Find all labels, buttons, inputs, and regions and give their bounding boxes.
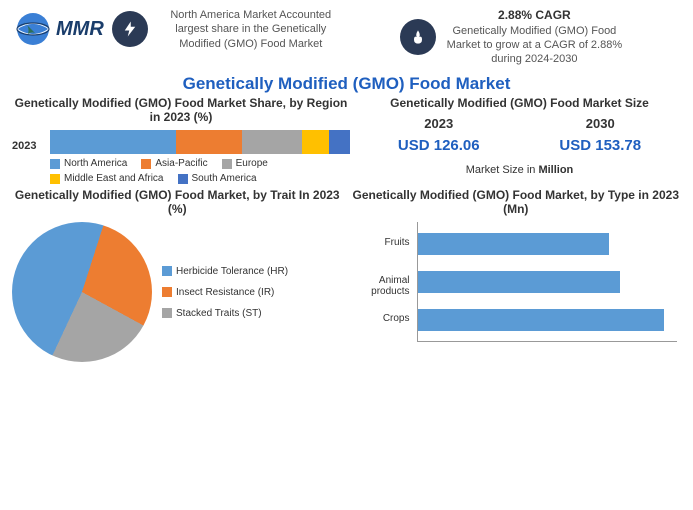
legend-item: Stacked Traits (ST) <box>162 308 288 319</box>
size-val-2: USD 153.78 <box>559 137 641 154</box>
hbar-row: Crops <box>418 308 677 332</box>
legend-swatch <box>178 174 188 184</box>
legend-label: Stacked Traits (ST) <box>176 308 262 319</box>
share-legend: North America Asia-Pacific Europe Middle Ea… <box>50 158 350 184</box>
legend-item: North America <box>50 158 127 169</box>
legend-swatch <box>162 266 172 276</box>
size-val-1: USD 126.06 <box>398 137 480 154</box>
globe-icon <box>12 8 54 50</box>
legend-label: Middle East and Africa <box>64 173 164 184</box>
legend-item: Middle East and Africa <box>50 173 164 184</box>
hbar-title: Genetically Modified (GMO) Food Market, … <box>351 188 682 216</box>
legend-swatch <box>162 287 172 297</box>
bar-segment <box>329 130 350 154</box>
legend-item: Europe <box>222 158 268 169</box>
size-year-1: 2023 <box>398 116 480 131</box>
hbar-row: Animal products <box>418 270 677 294</box>
share-chart-title: Genetically Modified (GMO) Food Market S… <box>12 96 350 124</box>
hbar-axis: Fruits Animal products Crops <box>417 222 677 342</box>
cagr-desc: Genetically Modified (GMO) Food Market t… <box>444 24 624 67</box>
logo: MMR <box>12 8 104 50</box>
legend-label: Insect Resistance (IR) <box>176 287 274 298</box>
legend-swatch <box>162 308 172 318</box>
pie-legend: Herbicide Tolerance (HR) Insect Resistanc… <box>162 266 288 319</box>
legend-item: Herbicide Tolerance (HR) <box>162 266 288 277</box>
legend-label: South America <box>192 173 257 184</box>
pie-title: Genetically Modified (GMO) Food Market, … <box>12 188 343 216</box>
bolt-icon <box>112 11 148 47</box>
cagr-title: 2.88% CAGR <box>444 8 624 24</box>
stacked-bar <box>50 130 350 154</box>
share-row-label: 2023 <box>12 140 36 152</box>
legend-swatch <box>141 159 151 169</box>
size-title: Genetically Modified (GMO) Food Market S… <box>358 96 681 110</box>
bar-segment <box>242 130 302 154</box>
legend-item: Insect Resistance (IR) <box>162 287 288 298</box>
size-note: Market Size in Million <box>358 164 681 176</box>
bar-segment <box>50 130 176 154</box>
legend-label: North America <box>64 158 127 169</box>
share-chart: Genetically Modified (GMO) Food Market S… <box>12 96 350 184</box>
legend-swatch <box>50 174 60 184</box>
bar-segment <box>176 130 242 154</box>
hbar <box>418 309 664 331</box>
market-size-box: Genetically Modified (GMO) Food Market S… <box>358 96 681 184</box>
logo-text: MMR <box>56 18 104 41</box>
hbar-label: Animal products <box>348 275 410 297</box>
pie-chart <box>12 222 152 362</box>
hbar <box>418 271 620 293</box>
header-block-1: North America Market Accounted largest s… <box>112 8 393 51</box>
legend-swatch <box>222 159 232 169</box>
hbar-row: Fruits <box>418 232 677 256</box>
header-text-2: 2.88% CAGR Genetically Modified (GMO) Fo… <box>444 8 624 66</box>
hbar-label: Crops <box>348 313 410 324</box>
hbar-label: Fruits <box>348 237 410 248</box>
legend-label: Asia-Pacific <box>155 158 207 169</box>
header-text-1: North America Market Accounted largest s… <box>156 8 346 51</box>
size-note-bold: Million <box>538 164 573 176</box>
hbar-chart-section: Genetically Modified (GMO) Food Market, … <box>351 188 682 362</box>
legend-item: South America <box>178 173 257 184</box>
bar-segment <box>302 130 329 154</box>
legend-swatch <box>50 159 60 169</box>
legend-item: Asia-Pacific <box>141 158 207 169</box>
main-title: Genetically Modified (GMO) Food Market <box>0 70 693 96</box>
pie-chart-section: Genetically Modified (GMO) Food Market, … <box>12 188 343 362</box>
header-block-2: 2.88% CAGR Genetically Modified (GMO) Fo… <box>400 8 681 66</box>
legend-label: Europe <box>236 158 268 169</box>
flame-icon <box>400 19 436 55</box>
size-year-2: 2030 <box>559 116 641 131</box>
size-note-pre: Market Size in <box>466 164 539 176</box>
hbar <box>418 233 610 255</box>
legend-label: Herbicide Tolerance (HR) <box>176 266 288 277</box>
